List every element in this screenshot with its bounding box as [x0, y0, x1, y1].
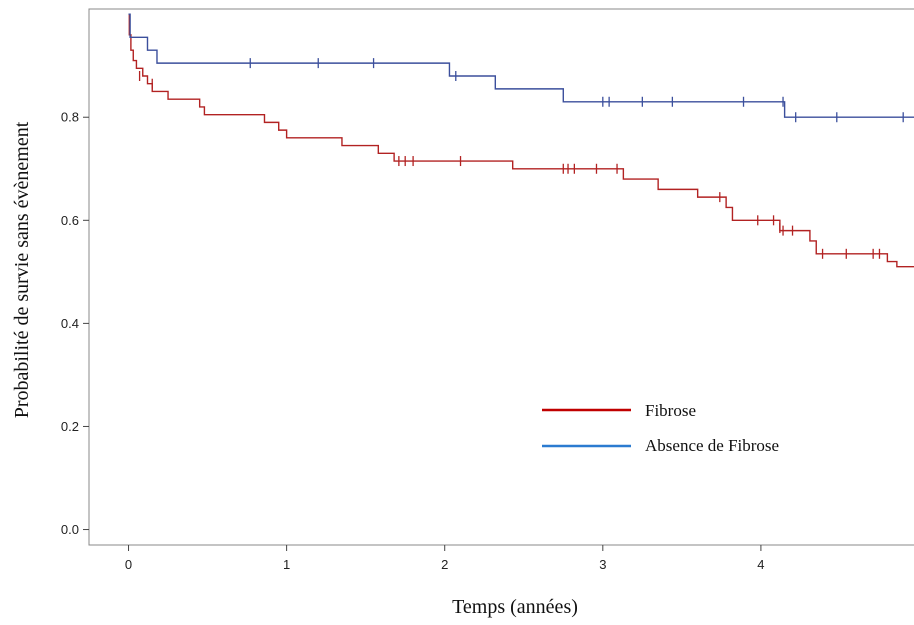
x-tick-label: 4: [757, 557, 764, 572]
survival-curve-absence-de-fibrose: [128, 13, 914, 118]
series-layer: [128, 13, 914, 268]
x-axis-title: Temps (années): [452, 596, 578, 618]
y-tick-label: 0.6: [61, 213, 79, 228]
legend-label-fibrose: Fibrose: [645, 401, 696, 420]
legend: Fibrose Absence de Fibrose: [542, 401, 779, 455]
y-tick-label: 0.2: [61, 419, 79, 434]
y-axis-title: Probabilité de survie sans évènement: [11, 121, 33, 418]
x-tick-label: 0: [125, 557, 132, 572]
legend-label-absence-fibrose: Absence de Fibrose: [645, 436, 779, 455]
series-fibrose: [128, 13, 914, 268]
x-tick-label: 1: [283, 557, 290, 572]
series-absence-de-fibrose: [128, 13, 914, 123]
x-axis: 012345: [125, 545, 765, 572]
y-tick-label: 0.0: [61, 522, 79, 537]
x-tick-label: 3: [599, 557, 606, 572]
y-axis: 0.0 0.2 0.4 0.6 0.8: [61, 110, 89, 537]
y-tick-label: 0.4: [61, 316, 79, 331]
y-tick-label: 0.8: [61, 110, 79, 125]
x-tick-label: 2: [441, 557, 448, 572]
plot-frame: [88, 8, 914, 546]
survival-curve-fibrose: [128, 13, 914, 268]
